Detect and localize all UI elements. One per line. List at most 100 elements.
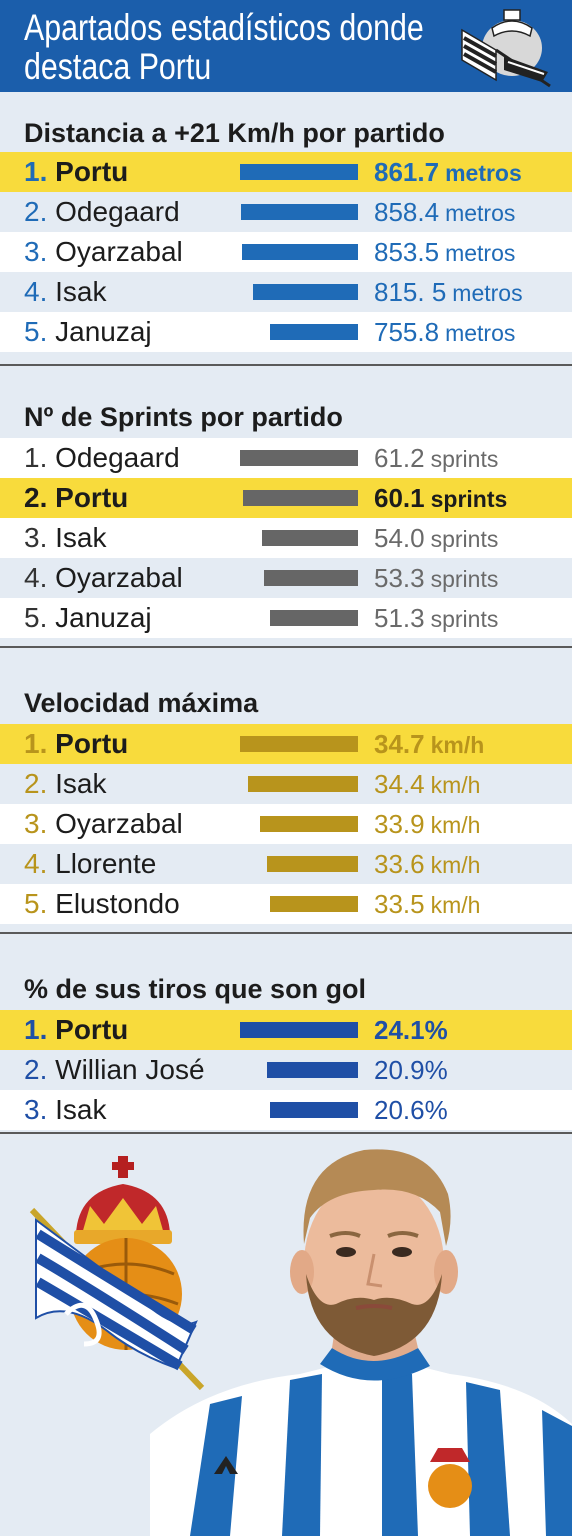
player-name: Januzaj: [47, 602, 152, 633]
bar-label: 2. Odegaard: [24, 192, 180, 232]
bar: [240, 1022, 358, 1038]
bar: [242, 244, 358, 260]
bar-row: 1. Odegaard 61.2 sprints: [0, 438, 572, 478]
value-number: 858.4: [374, 197, 440, 227]
rank-number: 5.: [24, 602, 48, 633]
rank-number: 5.: [24, 316, 48, 347]
player-photo: [150, 1149, 572, 1536]
bar: [248, 776, 358, 792]
value-number: 815. 5: [374, 277, 447, 307]
section-title: Velocidad máxima: [24, 688, 259, 718]
data-label: 858.4 metros: [374, 192, 515, 232]
crest-icon: [461, 9, 551, 88]
data-label: 33.6 km/h: [374, 844, 480, 884]
bar-label: 2. Isak: [24, 764, 107, 804]
player-name: Portu: [47, 1014, 129, 1045]
player-name: Willian José: [47, 1054, 205, 1085]
bottom-area: [0, 1134, 572, 1536]
section-title: Distancia a +21 Km/h por partido: [24, 118, 445, 148]
bar-row: 3. Oyarzabal 33.9 km/h: [0, 804, 572, 844]
value-number: 33.5: [374, 889, 425, 919]
bar-row: 1. Portu 34.7 km/h: [0, 724, 572, 764]
bar-row: 2. Portu 60.1 sprints: [0, 478, 572, 518]
bar-label: 3. Oyarzabal: [24, 232, 183, 272]
bar: [240, 736, 358, 752]
bar-label: 1. Portu: [24, 152, 128, 192]
bar: [267, 856, 358, 872]
bar-row: 4. Isak 815. 5 metros: [0, 272, 572, 312]
value-number: 755.8: [374, 317, 440, 347]
bar-label: 3. Isak: [24, 518, 107, 558]
value-unit: metros: [445, 240, 516, 266]
bar-row: 2. Isak 34.4 km/h: [0, 764, 572, 804]
value-unit: metros: [445, 320, 516, 346]
value-number: 54.0: [374, 523, 425, 553]
player-name: Portu: [47, 728, 129, 759]
data-label: 24.1%: [374, 1010, 448, 1050]
section-title: % de sus tiros que son gol: [24, 974, 367, 1004]
value-number: 20.9%: [374, 1055, 448, 1085]
bar: [270, 324, 358, 340]
bar-rows: 1. Odegaard 61.2 sprints 2. Portu 60.1 sprint…: [0, 438, 572, 638]
data-label: 33.9 km/h: [374, 804, 480, 844]
bar-row: 1. Portu 861.7 metros: [0, 152, 572, 192]
rank-number: 3.: [24, 808, 48, 839]
bar-row: 5. Elustondo 33.5 km/h: [0, 884, 572, 924]
bar-row: 5. Januzaj 51.3 sprints: [0, 598, 572, 638]
rank-number: 1.: [24, 728, 48, 759]
player-name: Oyarzabal: [47, 236, 183, 267]
data-label: 853.5 metros: [374, 232, 515, 272]
rank-number: 5.: [24, 888, 48, 919]
value-number: 51.3: [374, 603, 425, 633]
player-name: Isak: [47, 1094, 107, 1125]
bar-rows: 1. Portu 861.7 metros 2. Odegaard 858.4 metro…: [0, 152, 572, 352]
data-label: 54.0 sprints: [374, 518, 498, 558]
player-name: Januzaj: [47, 316, 152, 347]
title-line-2: destaca Portu: [24, 46, 212, 87]
page-title: Apartados estadísticos donde destaca Por…: [24, 8, 424, 87]
data-label: 51.3 sprints: [374, 598, 498, 638]
bar: [262, 530, 358, 546]
rank-number: 2.: [24, 482, 48, 513]
value-number: 61.2: [374, 443, 425, 473]
bar: [264, 570, 358, 586]
bar-rows: 1. Portu 34.7 km/h 2. Isak 34.4 km/h 3. Oyarza…: [0, 724, 572, 924]
player-name: Llorente: [47, 848, 157, 879]
bar-label: 4. Isak: [24, 272, 107, 312]
value-unit: sprints: [430, 526, 499, 552]
header-banner: Apartados estadísticos donde destaca Por…: [0, 0, 572, 92]
bar-row: 4. Llorente 33.6 km/h: [0, 844, 572, 884]
rank-number: 1.: [24, 1014, 48, 1045]
bar-label: 5. Januzaj: [24, 598, 152, 638]
bar-row: 1. Portu 24.1%: [0, 1010, 572, 1050]
bar-row: 3. Oyarzabal 853.5 metros: [0, 232, 572, 272]
bar: [270, 610, 358, 626]
bar-rows: 1. Portu 24.1% 2. Willian José 20.9% 3. Isak…: [0, 1010, 572, 1130]
rank-number: 4.: [24, 562, 48, 593]
data-label: 815. 5 metros: [374, 272, 523, 312]
data-label: 20.9%: [374, 1050, 448, 1090]
bar-row: 2. Willian José 20.9%: [0, 1050, 572, 1090]
value-number: 853.5: [374, 237, 440, 267]
rank-number: 2.: [24, 1054, 48, 1085]
value-unit: sprints: [430, 606, 499, 632]
bar: [241, 204, 358, 220]
player-name: Oyarzabal: [47, 562, 183, 593]
bar-label: 3. Oyarzabal: [24, 804, 183, 844]
value-unit: sprints: [430, 446, 499, 472]
value-unit: metros: [452, 280, 523, 306]
bar-row: 3. Isak 20.6%: [0, 1090, 572, 1130]
value-unit: km/h: [430, 772, 481, 798]
data-label: 34.4 km/h: [374, 764, 480, 804]
bar: [240, 164, 358, 180]
player-name: Oyarzabal: [47, 808, 183, 839]
divider: [0, 646, 572, 648]
data-label: 861.7 metros: [374, 152, 522, 192]
data-label: 33.5 km/h: [374, 884, 480, 924]
data-label: 61.2 sprints: [374, 438, 498, 478]
bar-label: 3. Isak: [24, 1090, 107, 1130]
value-number: 861.7: [374, 157, 440, 187]
data-label: 53.3 sprints: [374, 558, 498, 598]
value-unit: km/h: [430, 732, 485, 758]
